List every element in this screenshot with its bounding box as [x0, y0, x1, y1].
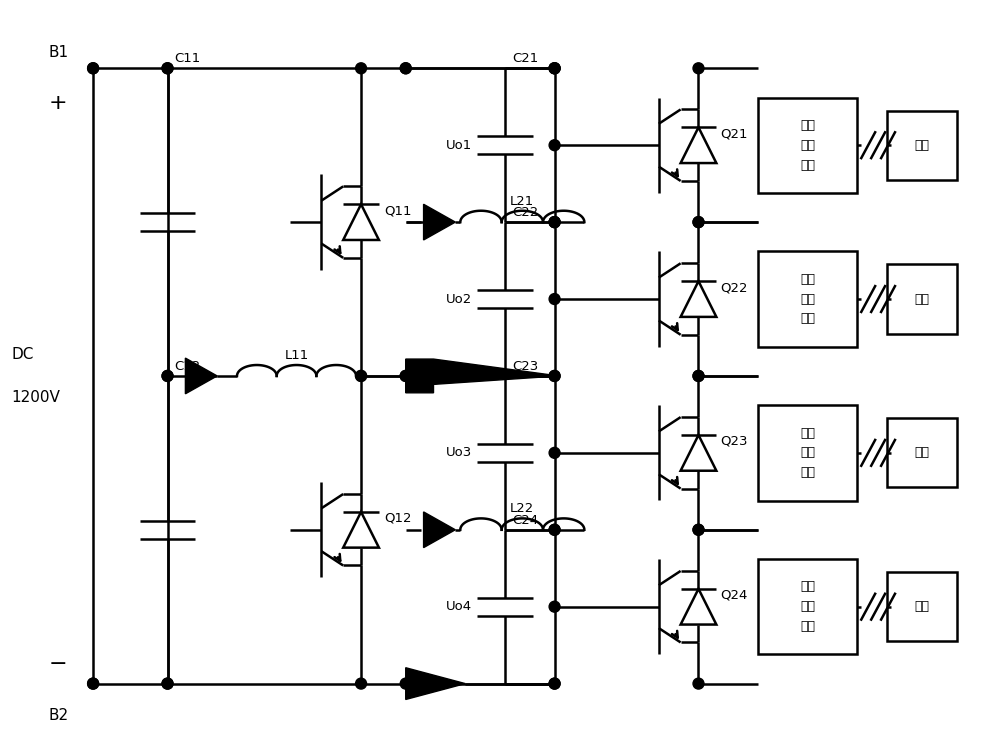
Circle shape	[88, 678, 99, 689]
Text: 电机: 电机	[800, 426, 815, 439]
Text: 电机: 电机	[914, 446, 929, 459]
Circle shape	[693, 524, 704, 535]
Text: L21: L21	[510, 194, 534, 208]
Text: Uo3: Uo3	[446, 446, 472, 459]
Circle shape	[549, 216, 560, 227]
Circle shape	[549, 216, 560, 227]
Circle shape	[88, 63, 99, 74]
Circle shape	[400, 370, 411, 381]
Text: B1: B1	[48, 46, 69, 60]
Circle shape	[549, 524, 560, 535]
Circle shape	[400, 370, 411, 381]
Text: −: −	[48, 654, 67, 673]
Circle shape	[549, 678, 560, 689]
Circle shape	[693, 524, 704, 535]
Circle shape	[356, 370, 367, 381]
Text: +: +	[48, 93, 67, 113]
Circle shape	[88, 678, 99, 689]
Circle shape	[162, 63, 173, 74]
Text: Q22: Q22	[720, 281, 748, 294]
Circle shape	[693, 678, 704, 689]
Circle shape	[549, 524, 560, 535]
Polygon shape	[185, 358, 217, 394]
Circle shape	[356, 678, 367, 689]
Text: 驱动: 驱动	[800, 446, 815, 459]
Text: C24: C24	[512, 514, 538, 527]
Circle shape	[88, 63, 99, 74]
Circle shape	[400, 63, 411, 74]
Circle shape	[162, 678, 173, 689]
Text: 电机: 电机	[800, 580, 815, 593]
Circle shape	[356, 63, 367, 74]
Text: C23: C23	[512, 360, 538, 373]
Text: Q24: Q24	[720, 589, 748, 602]
Text: L22: L22	[510, 502, 534, 515]
Bar	[758, 97, 857, 193]
Circle shape	[549, 63, 560, 74]
Text: Q12: Q12	[384, 512, 411, 525]
Bar	[758, 405, 857, 500]
Circle shape	[162, 370, 173, 381]
Text: 电机: 电机	[914, 600, 929, 613]
Circle shape	[549, 370, 560, 381]
Circle shape	[356, 370, 367, 381]
Circle shape	[549, 140, 560, 151]
Circle shape	[549, 370, 560, 381]
Text: Uo2: Uo2	[446, 292, 472, 305]
Bar	[887, 110, 957, 180]
Text: 电路: 电路	[800, 620, 815, 633]
Polygon shape	[406, 359, 559, 393]
Text: 电机: 电机	[914, 138, 929, 152]
Bar	[758, 559, 857, 654]
Polygon shape	[406, 360, 465, 392]
Circle shape	[693, 63, 704, 74]
Circle shape	[549, 294, 560, 305]
Circle shape	[549, 601, 560, 612]
Text: 电机: 电机	[914, 292, 929, 305]
Circle shape	[400, 63, 411, 74]
Circle shape	[549, 678, 560, 689]
Text: 驱动: 驱动	[800, 138, 815, 152]
Bar	[887, 264, 957, 333]
Circle shape	[693, 216, 704, 227]
Circle shape	[693, 216, 704, 227]
Text: C11: C11	[174, 52, 201, 66]
Text: 电路: 电路	[800, 466, 815, 479]
Circle shape	[549, 63, 560, 74]
Text: B2: B2	[48, 709, 69, 723]
Text: 电机: 电机	[800, 272, 815, 286]
Circle shape	[549, 216, 560, 227]
Text: 1200V: 1200V	[12, 390, 61, 406]
Circle shape	[693, 370, 704, 381]
Text: 驱动: 驱动	[800, 292, 815, 305]
Text: Q23: Q23	[720, 435, 748, 448]
Text: Q11: Q11	[384, 204, 411, 217]
Text: C12: C12	[174, 360, 201, 373]
Text: 电路: 电路	[800, 158, 815, 171]
Polygon shape	[406, 668, 465, 699]
Text: Uo4: Uo4	[446, 600, 472, 613]
Text: Uo1: Uo1	[446, 138, 472, 152]
Circle shape	[693, 370, 704, 381]
Circle shape	[162, 370, 173, 381]
Circle shape	[162, 63, 173, 74]
Text: DC: DC	[12, 347, 34, 361]
Text: C22: C22	[512, 206, 538, 219]
Bar	[758, 251, 857, 347]
Circle shape	[400, 678, 411, 689]
Circle shape	[549, 447, 560, 459]
Circle shape	[162, 678, 173, 689]
Polygon shape	[424, 205, 455, 240]
Bar	[887, 418, 957, 487]
Circle shape	[549, 63, 560, 74]
Text: 驱动: 驱动	[800, 600, 815, 613]
Bar	[887, 572, 957, 641]
Text: L11: L11	[284, 349, 309, 362]
Text: C21: C21	[512, 52, 538, 66]
Text: Q21: Q21	[720, 127, 748, 141]
Text: 电机: 电机	[800, 118, 815, 132]
Text: 电路: 电路	[800, 312, 815, 325]
Polygon shape	[424, 512, 455, 548]
